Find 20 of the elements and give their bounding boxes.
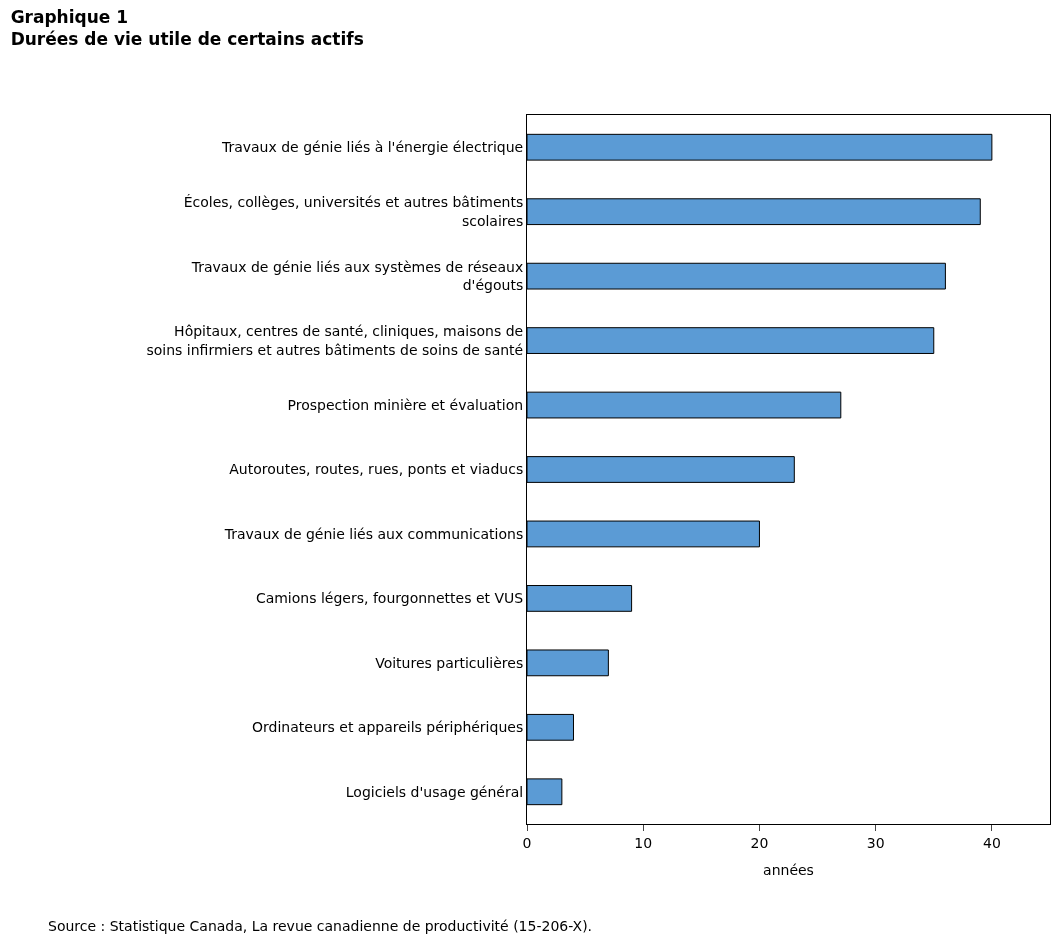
text: Durées de vie utile de certains actifs (10, 29, 364, 50)
x-axis-title: années (763, 862, 814, 879)
x-tick-label: 30 (866, 834, 885, 851)
text: Graphique 1 (10, 7, 129, 28)
x-tick-label: 10 (634, 834, 653, 851)
y-tick-label: Ordinateurs et appareils périphériques (252, 719, 524, 736)
y-tick-label: Écoles, collèges, universités et autres bâtiments scolaires (183, 194, 524, 229)
y-tick-label: Logiciels d'usage général (345, 783, 524, 800)
x-tick-label: 40 (982, 834, 1001, 851)
y-tick-label: Prospection minière et évaluation (287, 396, 524, 413)
y-tick-label: Travaux de génie liés aux communications (223, 525, 524, 542)
y-tick-label: Autoroutes, routes, rues, ponts et viaducs (229, 461, 524, 478)
x-tick-label: 0 (522, 834, 532, 851)
y-tick-label: Travaux de génie liés aux systèmes de réseaux d'égouts (190, 258, 524, 294)
y-tick-label: Hôpitaux, centres de santé, cliniques, maisons de soins infirmiers et autres bâtiments de soins de santé (146, 323, 524, 358)
source-note: Source : Statistique Canada, La revue canadienne de productivité (15-206-X). (48, 918, 593, 934)
y-tick-label: Camions légers, fourgonnettes et VUS (255, 590, 524, 607)
x-tick-label: 20 (750, 834, 769, 851)
y-tick-label: Travaux de génie liés à l'énergie électrique (220, 139, 524, 156)
y-tick-label: Voitures particulières (375, 654, 524, 671)
